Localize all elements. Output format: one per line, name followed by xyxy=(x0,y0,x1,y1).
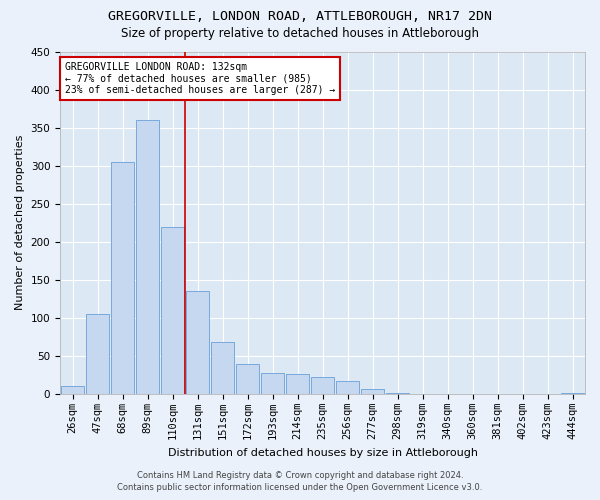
Bar xyxy=(61,386,84,394)
Bar xyxy=(286,374,309,394)
Text: Contains HM Land Registry data © Crown copyright and database right 2024.
Contai: Contains HM Land Registry data © Crown c… xyxy=(118,471,482,492)
Bar xyxy=(211,342,234,394)
X-axis label: Distribution of detached houses by size in Attleborough: Distribution of detached houses by size … xyxy=(167,448,478,458)
Y-axis label: Number of detached properties: Number of detached properties xyxy=(15,135,25,310)
Bar xyxy=(86,314,109,394)
Bar xyxy=(361,390,384,394)
Bar xyxy=(161,226,184,394)
Text: GREGORVILLE LONDON ROAD: 132sqm
← 77% of detached houses are smaller (985)
23% o: GREGORVILLE LONDON ROAD: 132sqm ← 77% of… xyxy=(65,62,335,95)
Bar xyxy=(336,381,359,394)
Bar xyxy=(186,292,209,394)
Text: Size of property relative to detached houses in Attleborough: Size of property relative to detached ho… xyxy=(121,28,479,40)
Bar xyxy=(111,162,134,394)
Bar xyxy=(136,120,159,394)
Text: GREGORVILLE, LONDON ROAD, ATTLEBOROUGH, NR17 2DN: GREGORVILLE, LONDON ROAD, ATTLEBOROUGH, … xyxy=(108,10,492,23)
Bar xyxy=(311,378,334,394)
Bar xyxy=(236,364,259,394)
Bar xyxy=(261,372,284,394)
